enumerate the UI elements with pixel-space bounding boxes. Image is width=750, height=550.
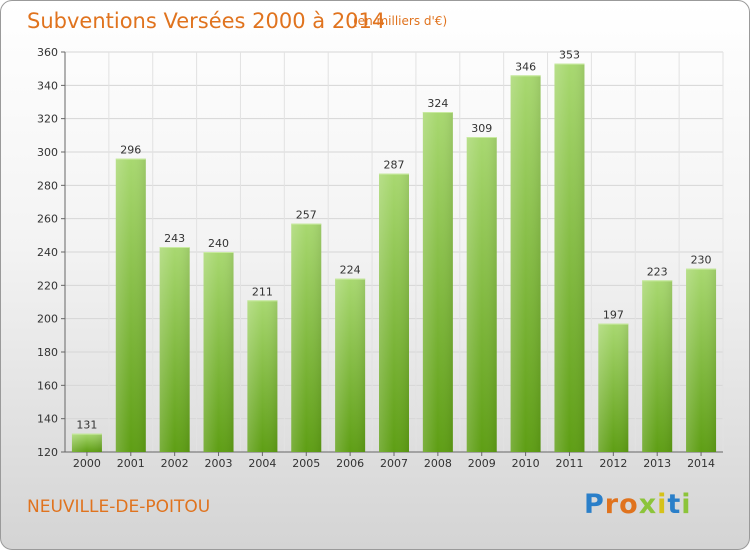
x-tick-label: 2001 xyxy=(117,457,145,470)
y-tick-label: 180 xyxy=(37,346,58,359)
logo-letter: t xyxy=(667,489,682,520)
x-tick-label: 2003 xyxy=(205,457,233,470)
bar-value-label: 243 xyxy=(164,232,185,245)
y-tick-label: 340 xyxy=(37,79,58,92)
x-tick-label: 2005 xyxy=(292,457,320,470)
bar-shade xyxy=(642,280,673,452)
x-tick-label: 2010 xyxy=(512,457,540,470)
bar-value-label: 197 xyxy=(603,309,624,322)
bar-shade xyxy=(291,223,322,452)
bar-shade xyxy=(422,112,453,452)
bar-value-label: 224 xyxy=(340,264,361,277)
x-tick-label: 2012 xyxy=(599,457,627,470)
bar-shade xyxy=(598,323,629,452)
chart-subtitle: (en milliers d'€) xyxy=(353,14,448,28)
y-tick-label: 220 xyxy=(37,279,58,292)
x-tick-label: 2000 xyxy=(73,457,101,470)
bar-shade xyxy=(335,278,366,452)
y-tick-label: 120 xyxy=(37,446,58,459)
x-tick-label: 2006 xyxy=(336,457,364,470)
bar-value-label: 240 xyxy=(208,237,229,250)
bar-value-label: 353 xyxy=(559,49,580,62)
bar-shade xyxy=(510,75,541,452)
x-tick-label: 2008 xyxy=(424,457,452,470)
bar-value-label: 211 xyxy=(252,285,273,298)
commune-name: NEUVILLE-DE-POITOU xyxy=(27,497,211,517)
bar-value-label: 230 xyxy=(691,254,712,267)
logo-letter: i xyxy=(681,489,692,520)
bar-shade xyxy=(379,173,409,452)
logo-letter: r xyxy=(604,489,620,520)
bar-shade xyxy=(247,300,278,452)
bar-shade xyxy=(159,247,190,452)
logo-letter: x xyxy=(638,489,658,520)
proxiti-logo: Proxiti xyxy=(584,489,692,520)
logo-letter: o xyxy=(619,489,639,520)
bar-shade xyxy=(466,137,497,452)
bar-value-label: 346 xyxy=(515,60,536,73)
bar-value-label: 257 xyxy=(296,209,317,222)
bar-shade xyxy=(203,252,234,452)
x-tick-label: 2011 xyxy=(555,457,583,470)
y-tick-label: 240 xyxy=(37,246,58,259)
bar-value-label: 296 xyxy=(120,144,141,157)
x-tick-label: 2014 xyxy=(687,457,715,470)
y-tick-label: 260 xyxy=(37,213,58,226)
bar-value-label: 223 xyxy=(647,265,668,278)
bar-value-labels: 131 296 243 240 211 257 224 287 324 309 346 353 197 2… xyxy=(76,49,711,432)
y-tick-label: 140 xyxy=(37,413,58,426)
bar-value-label: 309 xyxy=(471,122,492,135)
y-tick-label: 360 xyxy=(37,46,58,59)
y-tick-label: 160 xyxy=(37,379,58,392)
logo-letter: i xyxy=(657,489,668,520)
y-tick-label: 320 xyxy=(37,113,58,126)
bar-shade xyxy=(554,63,585,453)
x-tick-labels: 2000 2001 2002 2003 2004 2005 2006 2007 2008 2009… xyxy=(73,457,715,470)
bar-value-label: 131 xyxy=(76,419,97,432)
y-tick-labels: 120 140 160 180 200 220 240 260 280 300 320 340 360 xyxy=(37,46,58,459)
y-tick-label: 280 xyxy=(37,179,58,192)
x-tick-label: 2009 xyxy=(468,457,496,470)
x-tick-label: 2004 xyxy=(248,457,276,470)
bar-shade xyxy=(686,268,717,452)
bar-value-label: 324 xyxy=(427,97,448,110)
y-tick-label: 200 xyxy=(37,313,58,326)
bar-shade xyxy=(115,158,146,452)
bar-shade xyxy=(71,433,102,452)
chart-title: Subventions Versées 2000 à 2014 xyxy=(27,9,386,33)
bars xyxy=(71,63,717,453)
x-tick-label: 2002 xyxy=(161,457,189,470)
x-tick-label: 2007 xyxy=(380,457,408,470)
x-tick-label: 2013 xyxy=(643,457,671,470)
logo-letter: P xyxy=(584,489,605,520)
y-tick-label: 300 xyxy=(37,146,58,159)
bar-value-label: 287 xyxy=(384,159,405,172)
